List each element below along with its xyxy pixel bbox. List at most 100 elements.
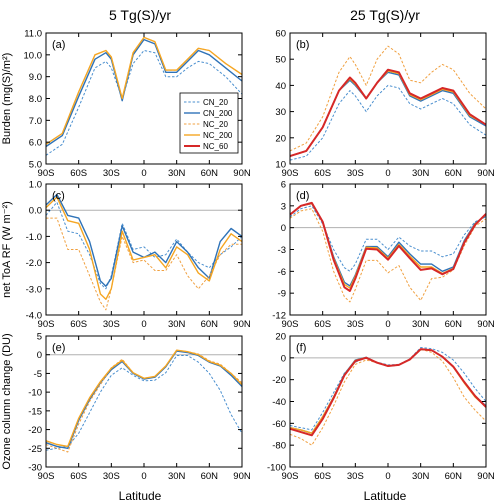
plot-frame [289, 335, 487, 468]
y-tick-label: 0 [281, 353, 286, 364]
x-tick-label: 90S [282, 471, 299, 482]
x-tick-label: 90S [282, 168, 299, 179]
y-tick-label: 8.0 [29, 94, 42, 105]
x-tick-label: 0 [141, 471, 146, 482]
y-tick-label: 50 [275, 55, 286, 66]
panel-d: -12 -9 -6 -3 0 3 6 90S 60S 30S 0 30N 60N 90N (d) [272, 180, 495, 331]
series-line-cn-20 [45, 50, 243, 156]
panel-label: (c) [52, 190, 65, 202]
x-tick-label: 30N [412, 471, 430, 482]
x-tick-label: 60N [201, 319, 219, 330]
y-tick-label: -40 [272, 397, 286, 408]
panel-label: (a) [52, 39, 65, 51]
series-line-cn-20 [289, 84, 487, 161]
x-tick-label: 60S [314, 168, 331, 179]
x-tick-label: 60S [70, 319, 87, 330]
x-tick-label: 0 [385, 319, 390, 330]
x-tick-label: 30S [347, 168, 364, 179]
series-line-cn-200 [45, 38, 243, 148]
y-tick-label: 5 [37, 332, 42, 343]
x-tick-label: 60N [201, 168, 219, 179]
plot-frame [45, 335, 243, 468]
legend-label: NC_200 [203, 131, 233, 140]
y-tick-label: -2.0 [26, 258, 42, 269]
y-tick-label: -100 [267, 463, 286, 474]
legend-label: CN_20 [203, 98, 228, 107]
series-line-cn-20 [45, 201, 243, 290]
x-tick-label: 60S [314, 319, 331, 330]
legend-label: NC_20 [203, 120, 228, 129]
x-tick-label: 0 [141, 319, 146, 330]
y-tick-label: -9 [278, 289, 286, 300]
y-tick-label: 40 [275, 81, 286, 92]
x-tick-label: 60N [445, 168, 463, 179]
panel-c: -4.0 -3.0 -2.0 -1.0 0.0 1.0 90S 60S 30S 0 30N 60N 90… [26, 180, 251, 331]
legend-label: CN_200 [203, 109, 233, 118]
x-tick-label: 30N [168, 168, 186, 179]
series-line-cn-200 [289, 71, 487, 157]
x-tick-label: 90S [38, 168, 55, 179]
x-tick-label: 90N [477, 319, 495, 330]
panel-label: (e) [52, 342, 65, 354]
y-axis-label: Ozone column change (DU) [1, 333, 13, 469]
panel-b: 10 20 30 40 50 60 90S 60S 30S 0 30N 60N 90N (b) [275, 29, 494, 180]
y-tick-label: 3 [281, 201, 286, 212]
legend: CN_20 CN_200 NC_20 NC_200 NC_60 [179, 92, 239, 154]
column-title-right: 25 Tg(S)/yr [350, 7, 420, 23]
column-title-left: 5 Tg(S)/yr [109, 7, 171, 23]
series-line-nc-200 [45, 36, 243, 145]
x-tick-label: 90S [282, 319, 299, 330]
y-tick-label: -15 [28, 406, 42, 417]
x-tick-label: 30N [168, 471, 186, 482]
series-line-nc-20 [289, 45, 487, 152]
panel-label: (d) [296, 190, 309, 202]
x-tick-label: 0 [385, 471, 390, 482]
x-tick-label: 90N [233, 471, 251, 482]
x-tick-label: 30S [347, 471, 364, 482]
x-tick-label: 90N [233, 168, 251, 179]
y-tick-label: -5 [34, 369, 42, 380]
y-tick-label: -80 [272, 441, 286, 452]
series-line-cn-20 [289, 347, 487, 431]
x-tick-label: 30S [103, 471, 120, 482]
panel-e: -30 -25 -20 -15 -10 -5 0 5 90S 60S 30S 0 30N 60N 90N (e… [28, 332, 251, 483]
y-tick-label: 0 [37, 350, 42, 361]
y-tick-label: -20 [272, 375, 286, 386]
y-tick-label: -12 [272, 311, 286, 322]
x-tick-label: 90S [38, 319, 55, 330]
series-line-nc-60 [289, 68, 487, 158]
panels: 5.0 6.0 7.0 8.0 9.0 10.0 11.0 90S 60S 30S 0 30N 60N 9… [24, 29, 495, 483]
y-tick-label: 10 [275, 160, 286, 171]
x-tick-label: 90N [233, 319, 251, 330]
x-tick-label: 30N [168, 319, 186, 330]
x-tick-label: 60S [314, 471, 331, 482]
x-tick-label: 60S [70, 471, 87, 482]
series-line-nc-20 [289, 208, 487, 303]
y-tick-label: 7.0 [29, 116, 42, 127]
series-line-cn-20 [289, 205, 487, 272]
y-tick-label: -1.0 [26, 232, 42, 243]
x-tick-label: 30S [103, 168, 120, 179]
xlabel-left: Latitude [119, 489, 162, 503]
y-tick-label: -3.0 [26, 284, 42, 295]
y-tick-label: 1.0 [29, 180, 42, 191]
x-tick-label: 60S [70, 168, 87, 179]
series-line-cn-200 [45, 350, 243, 449]
series-line-cn-200 [45, 193, 243, 287]
y-tick-label: -30 [28, 463, 42, 474]
legend-box [179, 92, 239, 154]
y-tick-label: -6 [278, 267, 286, 278]
x-tick-label: 60N [201, 471, 219, 482]
y-axis-label: net ToA RF (W m⁻²) [1, 201, 13, 298]
series-line-nc-200 [45, 349, 243, 448]
series-line-nc-60 [289, 348, 487, 437]
y-tick-label: -25 [28, 444, 42, 455]
y-tick-label: -60 [272, 419, 286, 430]
y-tick-label: 6 [281, 180, 286, 191]
y-axis-labels: Burden (mg(S)/m²) net ToA RF (W m⁻²) Ozone… [1, 53, 13, 470]
series-line-nc-200 [289, 348, 487, 434]
panel-label: (f) [296, 342, 306, 354]
x-tick-label: 30N [412, 168, 430, 179]
y-tick-label: 11.0 [24, 29, 42, 40]
